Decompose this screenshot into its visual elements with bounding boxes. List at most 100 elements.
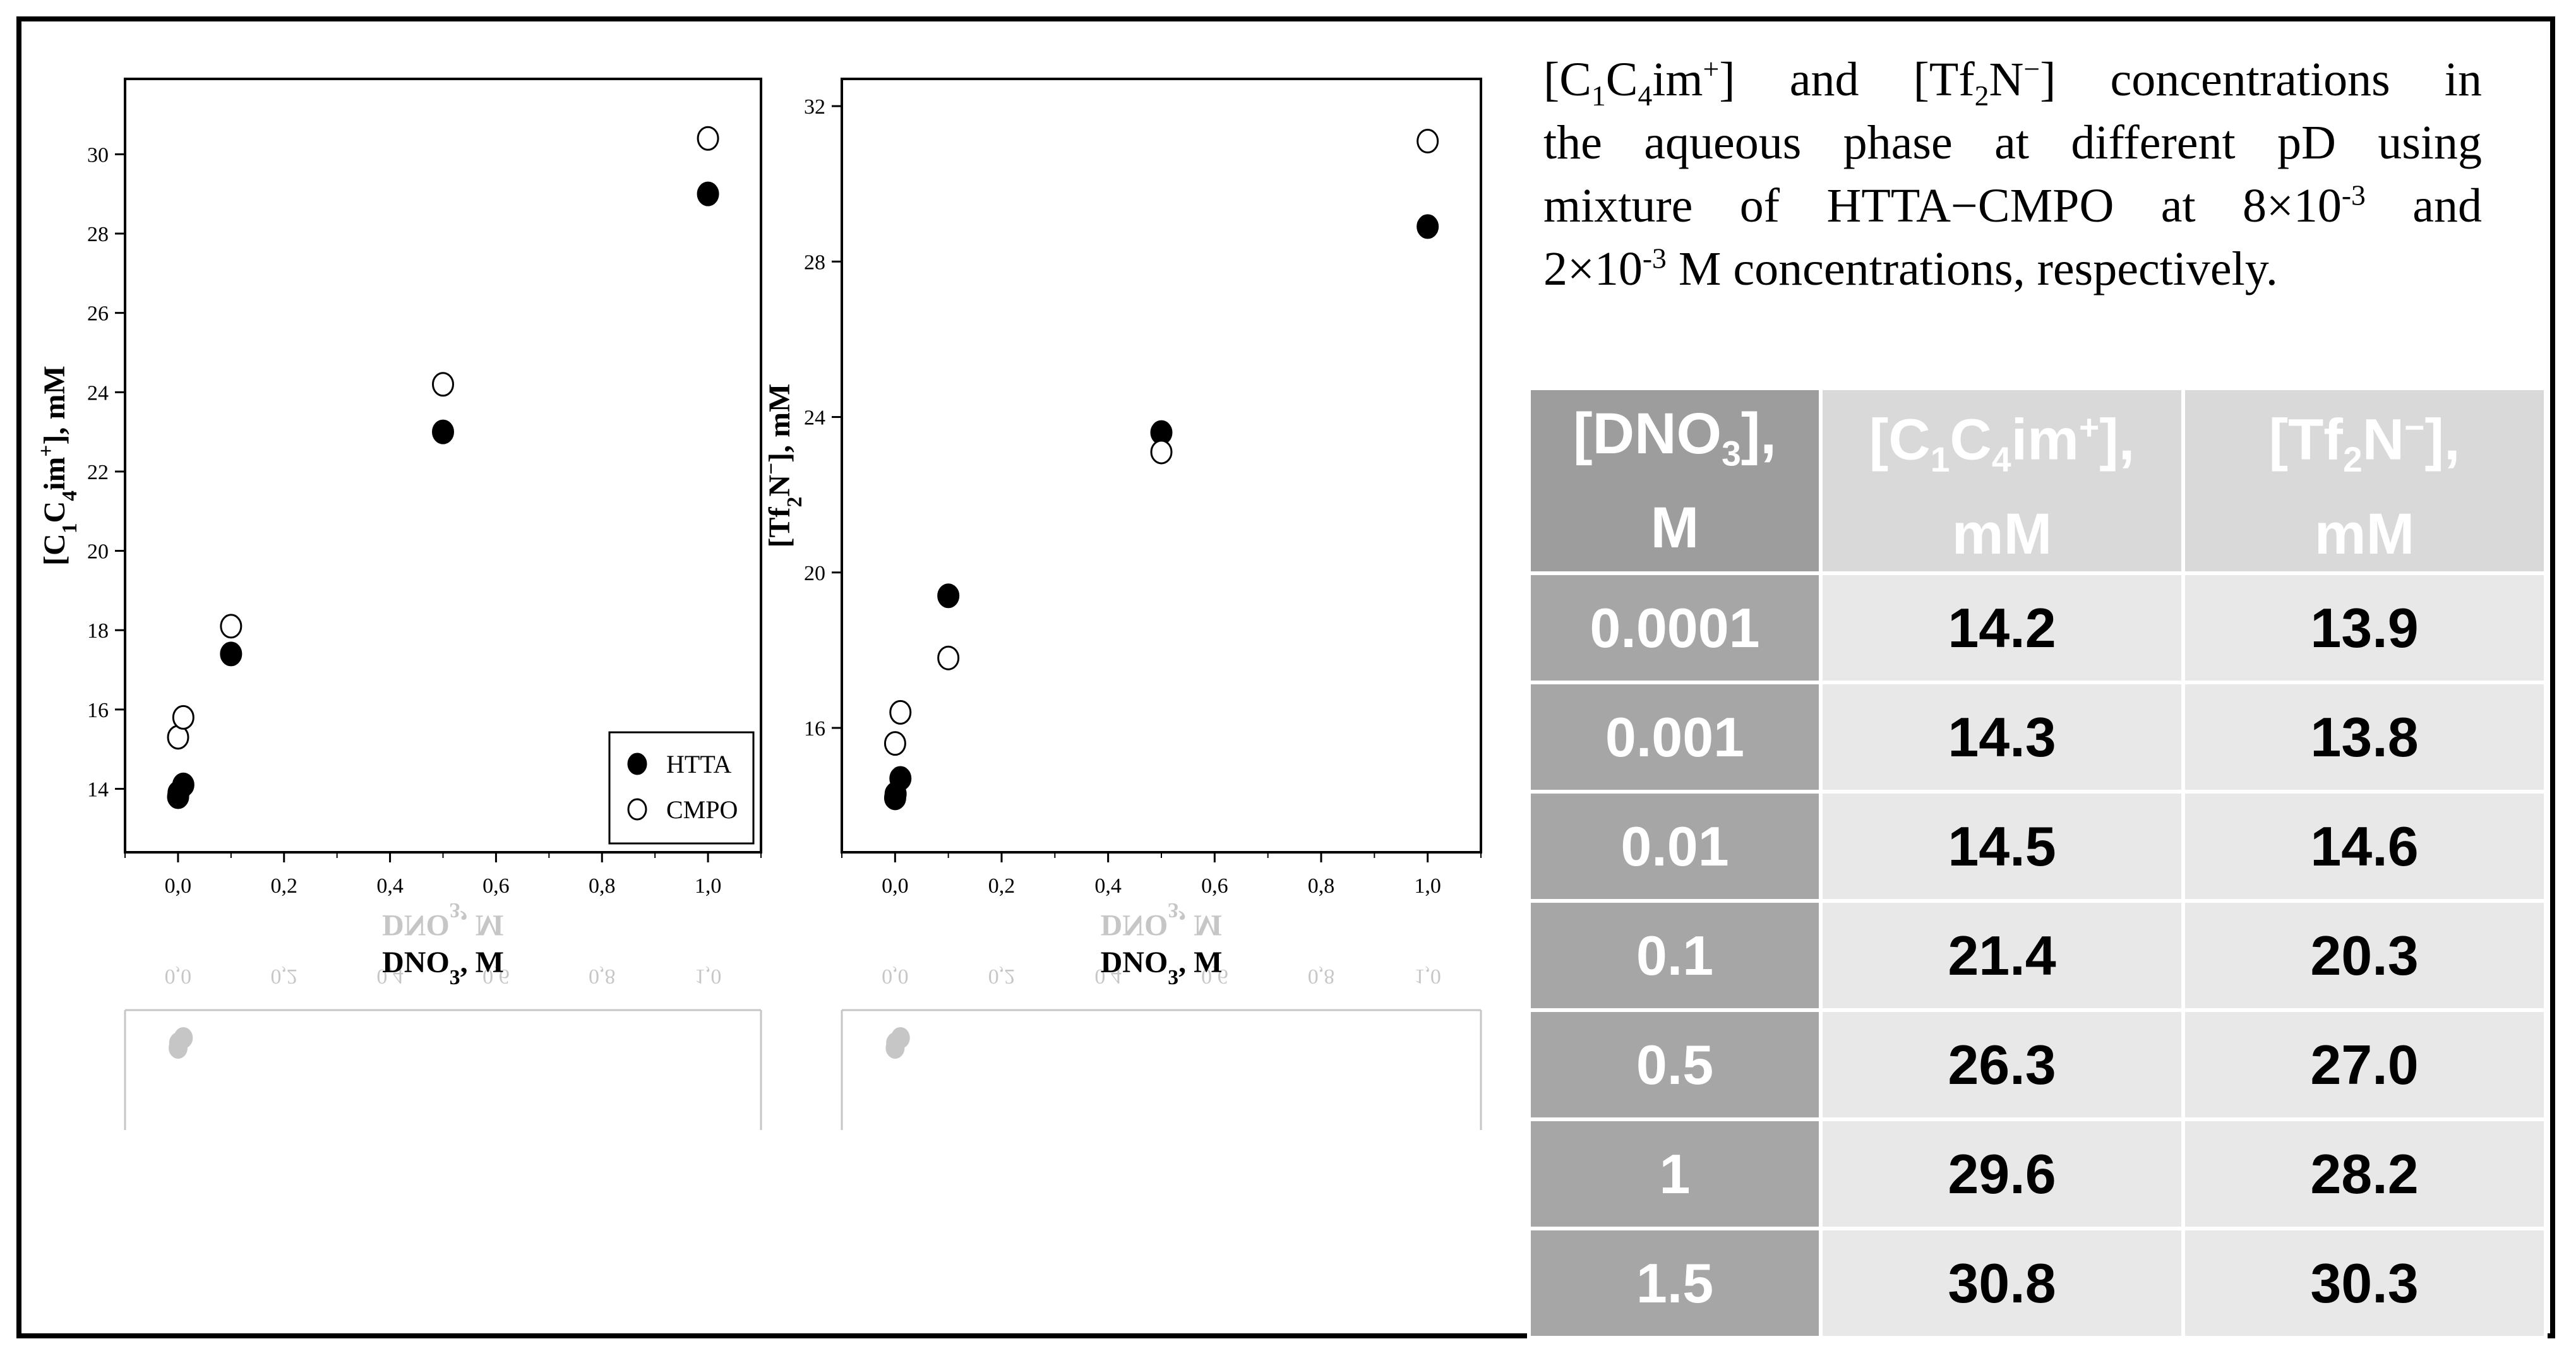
- x-tick-label: 0,0: [882, 874, 909, 898]
- reflection-point: [885, 1037, 905, 1059]
- y-tick-label: 30: [87, 143, 109, 167]
- reflection-tick-label: 0,0: [165, 965, 192, 988]
- chart-c1c4im-vs-dno3: 0,0 0,2 0,4 0,6 0,8 1,0 14 16 18 20 22 24 26 28 30 DNO3…: [35, 78, 762, 1130]
- cell-c1c4im: 14.3: [1819, 681, 2185, 794]
- header-dno3: [DNO3], M: [1527, 386, 1823, 576]
- cell-tf2n: 27.0: [2181, 1008, 2548, 1122]
- table-row: 0.5 26.3 27.0: [1527, 1008, 2548, 1122]
- cell-c1c4im: 14.5: [1819, 790, 2185, 903]
- cell-tf2n: 13.8: [2181, 681, 2548, 794]
- reflection-tick-label: 0,0: [882, 965, 909, 988]
- table-row: 1.5 30.8 30.3: [1527, 1227, 2548, 1340]
- reflection-tick-label: 0,4: [376, 965, 404, 988]
- reflection-tick-label: 0,2: [271, 965, 298, 988]
- y-axis-title: [Tf2N−], mM: [760, 384, 806, 548]
- table-row: 0.01 14.5 14.6: [1527, 790, 2548, 903]
- concentration-table: [DNO3], M [C1C4im+], mM [Tf2N−], mM 0.0001 …: [1527, 386, 2548, 1340]
- reflection-point: [169, 1032, 188, 1054]
- y-tick-label: 24: [804, 407, 825, 430]
- cmpo-point: [220, 614, 243, 639]
- y-tick-label: 24: [87, 381, 109, 405]
- y-tick-label: 20: [87, 540, 109, 564]
- reflection-point: [890, 1027, 910, 1049]
- reflection-point: [169, 1037, 188, 1059]
- cell-dno3: 0.001: [1527, 681, 1823, 794]
- cell-tf2n: 14.6: [2181, 790, 2548, 903]
- htta-point: [697, 181, 719, 206]
- cell-c1c4im: 14.2: [1819, 571, 2185, 685]
- y-tick-label: 20: [804, 562, 825, 585]
- cell-dno3: 0.5: [1527, 1008, 1823, 1122]
- reflection-tick-label: 0,8: [589, 965, 616, 988]
- reflection-point: [886, 1032, 906, 1054]
- cell-c1c4im: 21.4: [1819, 899, 2185, 1013]
- y-tick-label: 18: [87, 619, 109, 643]
- reflection-tick-label: 0,6: [482, 965, 510, 988]
- cmpo-point: [1150, 439, 1173, 465]
- y-tick-label: 32: [804, 95, 825, 119]
- caption-line-4: 2×10-3 M concentrations, respectively.: [1543, 242, 2278, 295]
- caption-line-3: mixture of HTTA−CMPO at 8×10-3 and: [1543, 179, 2483, 232]
- x-tick-label: 0,2: [988, 874, 1015, 898]
- plot-reflection: 0,0 0,2 0,4 0,6 0,8 1,0 DNO3, M: [841, 899, 1482, 1130]
- header-tf2n: [Tf2N−], mM: [2181, 386, 2548, 576]
- htta-point: [889, 766, 912, 791]
- htta-point: [432, 419, 454, 444]
- htta-point: [172, 772, 195, 797]
- htta-point: [937, 583, 960, 609]
- x-tick-label: 0,8: [1308, 874, 1335, 898]
- x-tick-label: 0,2: [271, 874, 298, 898]
- cell-dno3: 1.5: [1527, 1227, 1823, 1340]
- cell-c1c4im: 30.8: [1819, 1227, 2185, 1340]
- reflection-tick-label: 0,6: [1201, 965, 1228, 988]
- cmpo-point: [1417, 128, 1439, 153]
- legend-cmpo-marker: [627, 798, 647, 821]
- y-tick-label: 14: [87, 778, 109, 801]
- figure-caption: [C1C4im+] and [Tf2N−] concentrations in …: [1543, 48, 2482, 301]
- reflection-x-title: DNO3, M: [1101, 899, 1223, 943]
- plot-reflection: 0,0 0,2 0,4 0,6 0,8 1,0 DNO3, M: [124, 899, 762, 1130]
- x-tick-label: 1,0: [695, 874, 722, 898]
- legend-box: [608, 731, 755, 845]
- x-tick-label: 0,4: [1094, 874, 1122, 898]
- cell-tf2n: 30.3: [2181, 1227, 2548, 1340]
- x-tick-label: 0,4: [376, 874, 404, 898]
- reflection-tick-label: 1,0: [695, 965, 722, 988]
- cell-dno3: 0.01: [1527, 790, 1823, 903]
- reflection-tick-label: 0,8: [1308, 965, 1335, 988]
- caption-line-2: the aqueous phase at different pD using: [1543, 116, 2482, 169]
- x-tick-label: 0,0: [165, 874, 192, 898]
- header-c1c4im: [C1C4im+], mM: [1819, 386, 2185, 576]
- cmpo-point: [884, 731, 906, 756]
- cell-c1c4im: 29.6: [1819, 1117, 2185, 1231]
- cmpo-point: [172, 705, 195, 730]
- cell-c1c4im: 26.3: [1819, 1008, 2185, 1122]
- y-tick-label: 28: [87, 223, 109, 246]
- plot-area-frame: [841, 78, 1482, 854]
- cmpo-point: [697, 126, 719, 151]
- cell-dno3: 0.0001: [1527, 571, 1823, 685]
- y-tick-label: 26: [87, 302, 109, 326]
- table-header-row: [DNO3], M [C1C4im+], mM [Tf2N−], mM: [1527, 386, 2548, 576]
- cmpo-point: [889, 699, 912, 725]
- x-axis-title: DNO3, M: [382, 946, 504, 989]
- cell-tf2n: 20.3: [2181, 899, 2548, 1013]
- x-tick-label: 0,6: [1201, 874, 1228, 898]
- x-tick-label: 0,8: [589, 874, 616, 898]
- cmpo-point: [937, 645, 960, 670]
- y-tick-label: 28: [804, 251, 825, 274]
- y-tick-label: 16: [804, 717, 825, 741]
- table-row: 0.0001 14.2 13.9: [1527, 571, 2548, 685]
- reflection-tick-label: 0,4: [1094, 965, 1122, 988]
- reflection-tick-label: 0,2: [988, 965, 1015, 988]
- y-tick-label: 22: [87, 461, 109, 484]
- x-tick-label: 1,0: [1414, 874, 1441, 898]
- x-tick-label: 0,6: [482, 874, 510, 898]
- reflection-tick-label: 1,0: [1414, 965, 1441, 988]
- y-tick-label: 16: [87, 699, 109, 722]
- reflection-x-title: DNO3, M: [382, 899, 504, 943]
- chart-tf2n-vs-dno3: 0,0 0,2 0,4 0,6 0,8 1,0 16 20 24 28 32 DNO3, M [Tf2N…: [760, 78, 1482, 1130]
- table-row: 1 29.6 28.2: [1527, 1117, 2548, 1231]
- cell-dno3: 0.1: [1527, 899, 1823, 1013]
- htta-point: [220, 641, 243, 667]
